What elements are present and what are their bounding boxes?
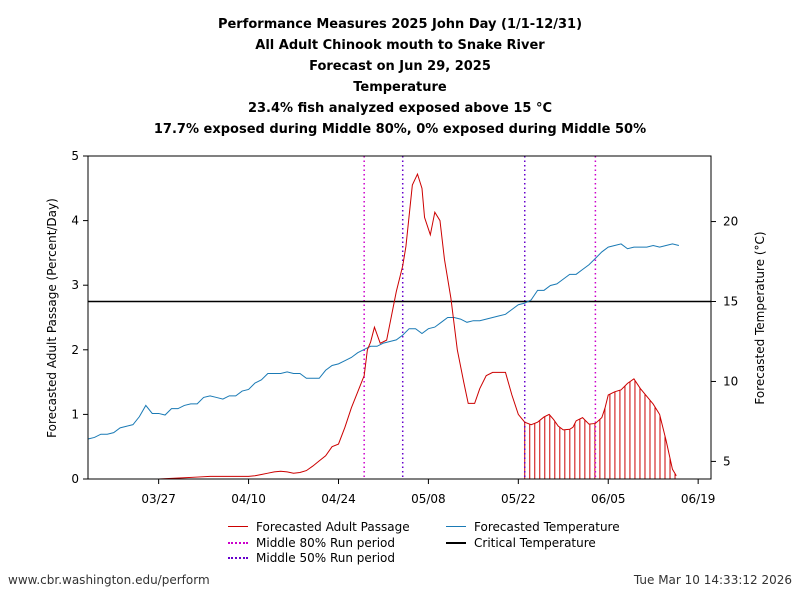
y-tick-label: 4 <box>71 214 79 228</box>
x-tick-label: 06/19 <box>681 492 716 506</box>
legend-label-middle-50: Middle 50% Run period <box>256 551 395 565</box>
y2-tick-label: 10 <box>723 374 738 388</box>
legend-label-critical-temperature: Critical Temperature <box>474 536 596 550</box>
footer-source-url: www.cbr.washington.edu/perform <box>8 573 210 587</box>
legend-label-temperature: Forecasted Temperature <box>474 520 620 534</box>
x-tick-label: 05/08 <box>411 492 446 506</box>
y2-axis-label: Forecasted Temperature (°C) <box>753 231 767 404</box>
y-tick-label: 3 <box>71 278 79 292</box>
y-tick-label: 2 <box>71 343 79 357</box>
y-tick-label: 1 <box>71 407 79 421</box>
title-line-2: All Adult Chinook mouth to Snake River <box>255 38 545 53</box>
title-line-5: 23.4% fish analyzed exposed above 15 °C <box>247 101 553 116</box>
legend-label-middle-80: Middle 80% Run period <box>256 536 395 550</box>
x-tick-label: 04/24 <box>321 492 356 506</box>
title-line-3: Forecast on Jun 29, 2025 <box>309 59 491 74</box>
x-tick-label: 03/27 <box>141 492 176 506</box>
footer-timestamp: Tue Mar 10 14:33:12 2026 <box>633 573 792 587</box>
plot-frame <box>87 155 712 480</box>
legend-label-passage: Forecasted Adult Passage <box>256 520 410 534</box>
temperature-series-line <box>87 243 680 440</box>
y2-tick-label: 20 <box>723 215 738 229</box>
title-line-4: Temperature <box>353 80 447 95</box>
y-tick-label: 5 <box>71 149 79 163</box>
x-tick-label: 06/05 <box>591 492 626 506</box>
y2-tick-label: 5 <box>723 454 731 468</box>
y2-tick-label: 15 <box>723 295 738 309</box>
chart-title-block: Performance Measures 2025 John Day (1/1-… <box>0 14 800 140</box>
passage-series-line <box>88 172 677 480</box>
title-line-1: Performance Measures 2025 John Day (1/1-… <box>217 17 583 32</box>
y-axis-label: Forecasted Adult Passage (Percent/Day) <box>45 198 59 438</box>
x-tick-label: 05/22 <box>501 492 536 506</box>
title-line-6: 17.7% exposed during Middle 80%, 0% expo… <box>153 122 647 137</box>
x-tick-label: 04/10 <box>231 492 266 506</box>
y-tick-label: 0 <box>71 472 79 486</box>
